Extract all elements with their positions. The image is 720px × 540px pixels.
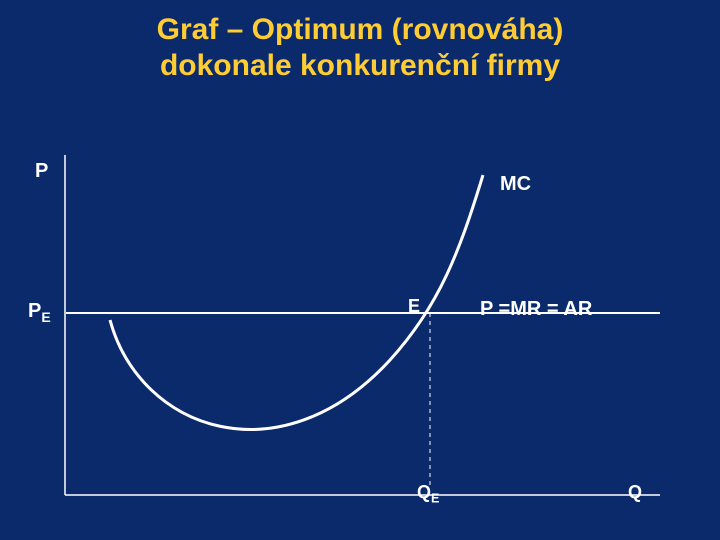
pe-sub: E: [41, 309, 50, 325]
p-mr-ar-label: P =MR = AR: [480, 298, 592, 321]
chart-svg: [0, 0, 720, 540]
y-axis-label: P: [35, 160, 48, 183]
qe-label: QE: [417, 482, 439, 506]
mc-label: MC: [500, 173, 531, 196]
e-label: E: [408, 296, 420, 317]
qe-sub: E: [431, 492, 439, 506]
mc-curve: [110, 175, 483, 429]
qe-prefix: Q: [417, 482, 431, 502]
pe-label: PE: [28, 300, 51, 325]
q-label: Q: [628, 482, 642, 503]
pe-prefix: P: [28, 300, 41, 322]
slide: Graf – Optimum (rovnováha) dokonale konk…: [0, 0, 720, 540]
